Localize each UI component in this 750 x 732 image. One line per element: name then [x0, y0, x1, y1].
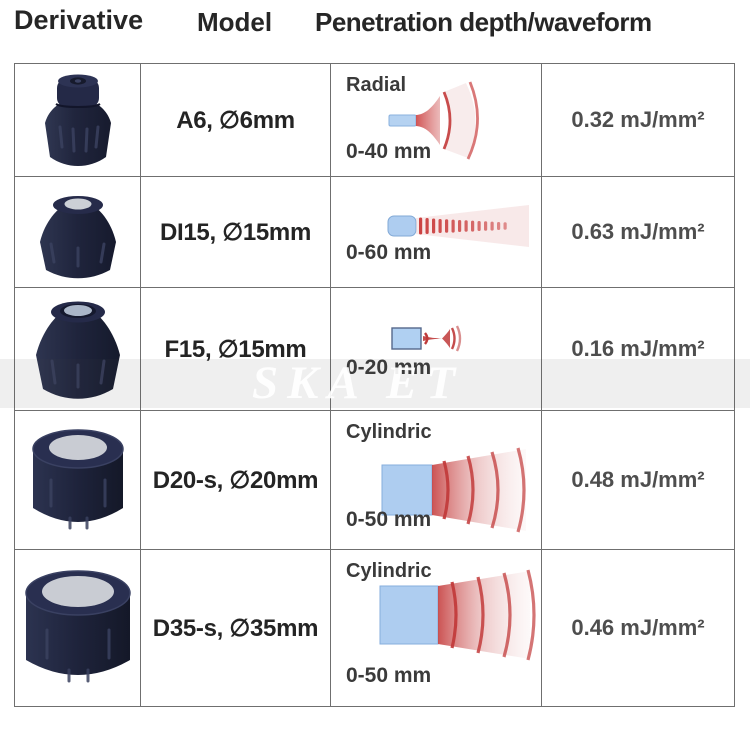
applicator-a6-photo	[44, 74, 111, 166]
cylindric-waveform-graphic	[379, 569, 536, 661]
waveform-type-label: Radial	[346, 74, 407, 96]
applicator-image-cell	[15, 550, 141, 707]
penetration-depth-value: 0-50 mm	[346, 664, 432, 687]
model-name: D20-s, ∅20mm	[152, 466, 319, 494]
energy-value: 0.48 mJ/mm²	[571, 467, 705, 492]
penetration-depth-value: 0-50 mm	[346, 508, 432, 531]
applicator-d20s-photo	[31, 429, 124, 530]
model-name: DI15, ∅15mm	[159, 218, 311, 246]
applicator-image-cell	[15, 64, 141, 177]
waveform-cell: Cylindric 0-50 mm	[331, 550, 542, 707]
waveform-cell: Cylindric 0-50 mm	[331, 411, 542, 550]
energy-value: 0.46 mJ/mm²	[571, 615, 705, 640]
radial-waveform-graphic	[388, 81, 479, 160]
energy-cell: 0.16 mJ/mm²	[542, 288, 735, 411]
waveform-type-label: Cylindric	[346, 421, 432, 443]
model-cell: A6, ∅6mm	[141, 64, 331, 177]
model-cell: D20-s, ∅20mm	[141, 411, 331, 550]
waveform-cell: Radial 0-40 mm	[331, 64, 542, 177]
applicator-di15-photo	[39, 196, 116, 279]
applicator-f15-photo	[35, 301, 120, 399]
penetration-depth-value: 0-60 mm	[346, 241, 432, 264]
model-cell: F15, ∅15mm	[141, 288, 331, 411]
energy-cell: 0.48 mJ/mm²	[542, 411, 735, 550]
energy-cell: 0.46 mJ/mm²	[542, 550, 735, 707]
energy-cell: 0.32 mJ/mm²	[542, 64, 735, 177]
model-name: F15, ∅15mm	[164, 335, 307, 363]
waveform-type-label: Cylindric	[346, 560, 432, 582]
waveform-cell: 0-20 mm	[331, 288, 542, 411]
model-name: A6, ∅6mm	[176, 106, 295, 134]
model-cell: D35-s, ∅35mm	[141, 550, 331, 707]
column-header-derivative: Derivative	[14, 5, 144, 35]
column-header-penetration: Penetration depth/waveform	[315, 7, 652, 37]
model-cell: DI15, ∅15mm	[141, 177, 331, 288]
focused-point-waveform-graphic	[391, 325, 462, 352]
applicator-image-cell	[15, 411, 141, 550]
applicator-spec-table: A6, ∅6mm Radial 0-40 mm 0.32 mJ/mm²	[14, 63, 735, 707]
energy-value: 0.32 mJ/mm²	[571, 107, 705, 132]
energy-value: 0.63 mJ/mm²	[571, 219, 705, 244]
column-header-model: Model	[197, 7, 273, 37]
energy-value: 0.16 mJ/mm²	[571, 336, 705, 361]
applicator-image-cell	[15, 177, 141, 288]
waveform-cell: 0-60 mm	[331, 177, 542, 288]
penetration-depth-value: 0-20 mm	[346, 356, 432, 379]
cylindric-waveform-graphic	[381, 447, 526, 533]
focused-beam-waveform-graphic	[387, 205, 529, 247]
applicator-image-cell	[15, 288, 141, 411]
energy-cell: 0.63 mJ/mm²	[542, 177, 735, 288]
model-name: D35-s, ∅35mm	[152, 614, 319, 642]
penetration-depth-value: 0-40 mm	[346, 140, 432, 163]
applicator-d35s-photo	[24, 570, 131, 683]
